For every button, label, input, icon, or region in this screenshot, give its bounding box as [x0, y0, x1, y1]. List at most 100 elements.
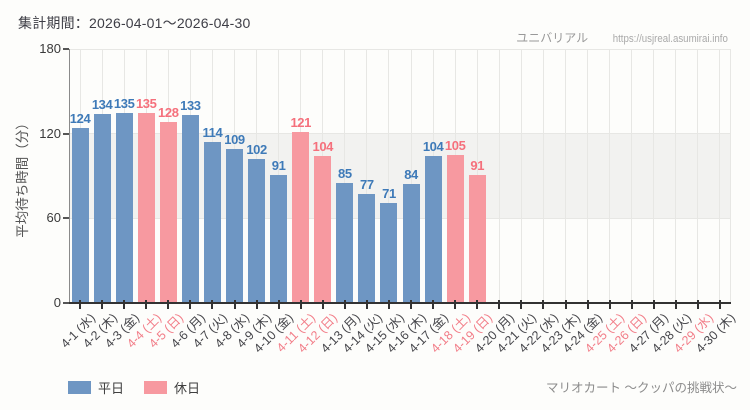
horizontal-gridline: [69, 133, 731, 135]
vertical-gridline: [609, 49, 611, 303]
vertical-gridline: [565, 49, 566, 303]
x-tick: [520, 300, 523, 309]
wait-bar: [424, 156, 442, 303]
wait-bar: [446, 154, 464, 303]
bar-value-label: 71: [382, 185, 396, 201]
y-tick-label: 0: [53, 295, 61, 310]
x-tick: [167, 300, 170, 309]
y-tick: [63, 132, 69, 135]
x-tick: [586, 300, 589, 309]
wait-bar: [226, 149, 243, 303]
x-tick: [432, 300, 435, 309]
wait-bar: [203, 142, 221, 303]
x-tick: [321, 300, 324, 309]
wait-bar: [402, 184, 420, 303]
x-tick: [718, 300, 721, 309]
y-tick-label: 180: [39, 41, 61, 56]
x-tick: [608, 300, 611, 309]
bar-value-label: 85: [337, 166, 352, 182]
vertical-gridline: [631, 49, 633, 303]
x-tick: [542, 300, 545, 309]
x-tick: [696, 300, 699, 309]
band-60-120: [69, 133, 731, 219]
y-tick: [63, 302, 69, 304]
bar-value-label: 91: [470, 157, 485, 173]
vertical-gridline: [719, 49, 721, 303]
bar-value-label: 105: [444, 137, 466, 153]
legend-item: 休日: [144, 378, 200, 397]
wait-bar: [248, 159, 266, 303]
wait-bar: [292, 132, 310, 303]
x-tick: [630, 300, 633, 309]
x-tick: [299, 300, 302, 309]
legend-label: 休日: [174, 381, 201, 396]
bar-value-label: 84: [404, 167, 418, 183]
wait-bar: [137, 112, 155, 303]
x-tick: [101, 300, 104, 309]
wait-bar: [270, 174, 288, 303]
bar-value-label: 102: [246, 142, 267, 158]
bar-value-label: 124: [69, 111, 91, 127]
vertical-gridline: [410, 49, 412, 303]
vertical-gridline: [498, 49, 500, 303]
x-tick: [476, 300, 479, 309]
bar-value-label: 109: [224, 132, 245, 148]
x-tick: [365, 300, 368, 309]
y-tick-label: 60: [46, 210, 61, 226]
plot-area: 124 134 135 135 128 133 114 109 102 91 121 104 85 77 7…: [39, 41, 731, 310]
y-tick: [63, 217, 69, 220]
bar-value-label: 77: [360, 177, 374, 193]
y-tick-label: 120: [39, 125, 61, 141]
vertical-gridline: [587, 49, 589, 303]
x-tick: [79, 300, 82, 309]
wait-bar: [336, 183, 354, 303]
legend-item: 平日: [68, 378, 124, 397]
vertical-gridline: [653, 49, 655, 303]
vertical-gridline: [675, 49, 677, 303]
site-url: https://usjreal.asumirai.info: [612, 33, 728, 45]
bar-value-label: 114: [202, 125, 223, 141]
x-tick: [233, 300, 236, 309]
wait-bar: [159, 122, 177, 303]
bar-value-label: 135: [113, 95, 135, 111]
wait-bar: [115, 112, 133, 303]
bar-value-label: 135: [135, 95, 157, 111]
legend-label: 平日: [98, 381, 125, 396]
horizontal-gridline: [69, 217, 731, 219]
y-axis-line: [69, 49, 70, 303]
bar-value-label: 134: [91, 96, 113, 112]
wait-bar: [358, 194, 376, 303]
x-tick: [255, 300, 258, 309]
x-tick: [123, 300, 126, 309]
bar-value-label: 121: [290, 115, 311, 131]
bar-value-label: 133: [180, 98, 201, 114]
chart-legend: 平日 休日: [68, 378, 200, 397]
x-tick: [277, 300, 280, 309]
holiday-color-swatch: [144, 381, 168, 394]
vertical-gridline: [542, 49, 544, 303]
x-tick: [145, 300, 148, 309]
x-tick: [652, 300, 655, 309]
vertical-gridline: [388, 49, 390, 303]
x-tick: [211, 300, 214, 309]
wait-bar: [71, 128, 89, 303]
wait-bar: [93, 113, 111, 303]
bar-value-label: 104: [422, 139, 444, 155]
horizontal-gridline: [69, 48, 731, 50]
x-tick: [454, 300, 457, 309]
bar-value-label: 128: [158, 105, 179, 121]
wait-bar: [380, 202, 398, 303]
attraction-name: マリオカート ～クッパの挑戦状～: [546, 381, 737, 395]
x-tick: [387, 300, 390, 309]
x-tick: [410, 300, 413, 309]
site-watermark: ユニバリアル https://usjreal.asumirai.info: [516, 29, 728, 46]
site-name: ユニバリアル: [516, 31, 589, 45]
vertical-gridline: [730, 49, 731, 303]
vertical-gridline: [344, 49, 346, 303]
bar-value-label: 104: [312, 139, 334, 155]
x-axis-labels: 4-1 (水) 4-2 (木) 4-3 (金) 4-4 (土) 4-5 (日) 4-6 (…: [58, 308, 738, 380]
wait-bar: [314, 156, 332, 303]
x-tick: [674, 300, 677, 309]
x-tick: [189, 300, 192, 309]
